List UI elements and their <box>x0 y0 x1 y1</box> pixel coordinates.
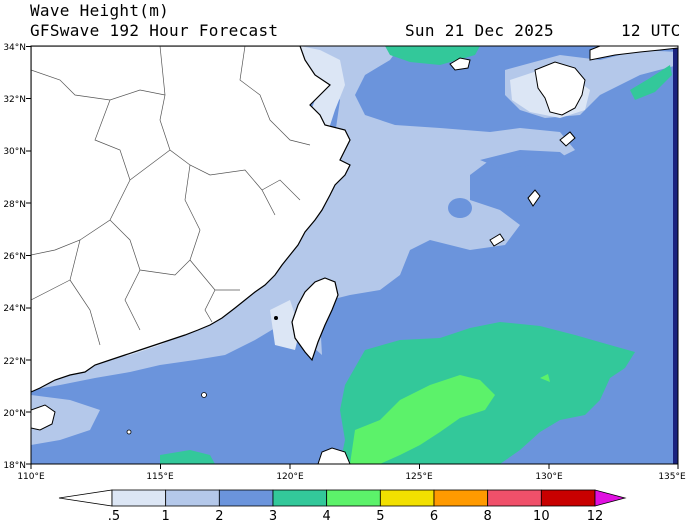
ocean-1-2m-region <box>31 46 575 464</box>
patch-2-3m-b <box>480 150 570 168</box>
navy-edge <box>673 46 678 464</box>
colorbar-label: 3 <box>269 509 277 524</box>
longitude-labels: 110°E 115°E 120°E 125°E 130°E 135°E <box>17 472 686 482</box>
valid-date: Sun 21 Dec 2025 <box>405 21 554 40</box>
colorbar-label: 10 <box>533 509 550 524</box>
lat-label-24: 24°N <box>3 304 26 314</box>
kyushu <box>534 61 586 116</box>
taiwan-island <box>291 277 339 362</box>
colorbar-label: 5 <box>376 509 384 524</box>
islet-a <box>201 392 207 398</box>
wave-3-4m-northeast <box>630 65 672 100</box>
wave-4-5m <box>350 375 495 464</box>
islet-c <box>274 316 278 320</box>
colorbar-box <box>165 489 220 507</box>
lon-label-110: 110°E <box>17 472 45 482</box>
colorbar-box <box>326 489 381 507</box>
colorbar-label: 12 <box>587 509 604 524</box>
variable-title: Wave Height(m) <box>30 1 170 20</box>
korea-jeju <box>449 57 471 71</box>
colorbar-label: .5 <box>108 509 120 524</box>
colorbar-label: 8 <box>484 509 492 524</box>
colorbar-label: 4 <box>323 509 331 524</box>
ryukyu-okinawa <box>527 189 541 207</box>
map-plot-area <box>31 46 678 464</box>
lat-label-30: 30°N <box>3 147 26 157</box>
lat-label-28: 28°N <box>3 200 26 210</box>
lat-label-26: 26°N <box>3 252 26 262</box>
valid-time: 12 UTC <box>621 21 681 40</box>
colorbar-label: 2 <box>215 509 223 524</box>
lat-label-22: 22°N <box>3 357 26 367</box>
colorbar-label: 6 <box>430 509 438 524</box>
lon-label-125: 125°E <box>405 472 433 482</box>
ryukyu-yaeyama <box>489 233 505 247</box>
colorbar-box <box>379 489 435 507</box>
islet-b <box>126 429 132 435</box>
latitude-labels: 34°N 32°N 30°N 28°N 26°N 24°N 22°N 20°N … <box>3 43 26 471</box>
colorbar-box <box>487 489 542 507</box>
lon-label-135: 135°E <box>658 472 686 482</box>
province-borders <box>31 46 311 346</box>
lat-label-18: 18°N <box>3 461 26 471</box>
ocean-0.5-1m-strait <box>270 300 300 350</box>
colorbar-min-triangle <box>58 489 113 507</box>
colorbar-box <box>272 489 328 507</box>
ryukyu-amami <box>559 131 576 147</box>
colorbar: .5 1 2 3 4 5 6 8 10 12 <box>58 489 627 524</box>
lat-label-20: 20°N <box>3 409 26 419</box>
lat-label-32: 32°N <box>3 95 26 105</box>
luzon-tip <box>317 447 351 464</box>
product-title: GFSwave 192 Hour Forecast <box>30 21 279 40</box>
colorbar-box <box>111 489 167 507</box>
lon-label-130: 130°E <box>535 472 563 482</box>
lat-label-34: 34°N <box>3 43 26 53</box>
wave-3-4m-southwest <box>160 450 215 464</box>
china-mainland <box>31 46 351 393</box>
lon-label-115: 115°E <box>146 472 174 482</box>
colorbar-label: 1 <box>162 509 170 524</box>
colorbar-box <box>540 489 596 507</box>
lon-label-120: 120°E <box>276 472 304 482</box>
colorbar-box <box>218 489 274 507</box>
axis-ticks <box>26 46 679 469</box>
patch-2-3m-a <box>448 198 472 218</box>
hainan-island <box>31 404 56 431</box>
shikoku-honshu <box>589 46 678 61</box>
colorbar-max-triangle <box>594 489 627 507</box>
colorbar-box <box>433 489 489 507</box>
wave-4-5m-spot <box>540 374 550 382</box>
